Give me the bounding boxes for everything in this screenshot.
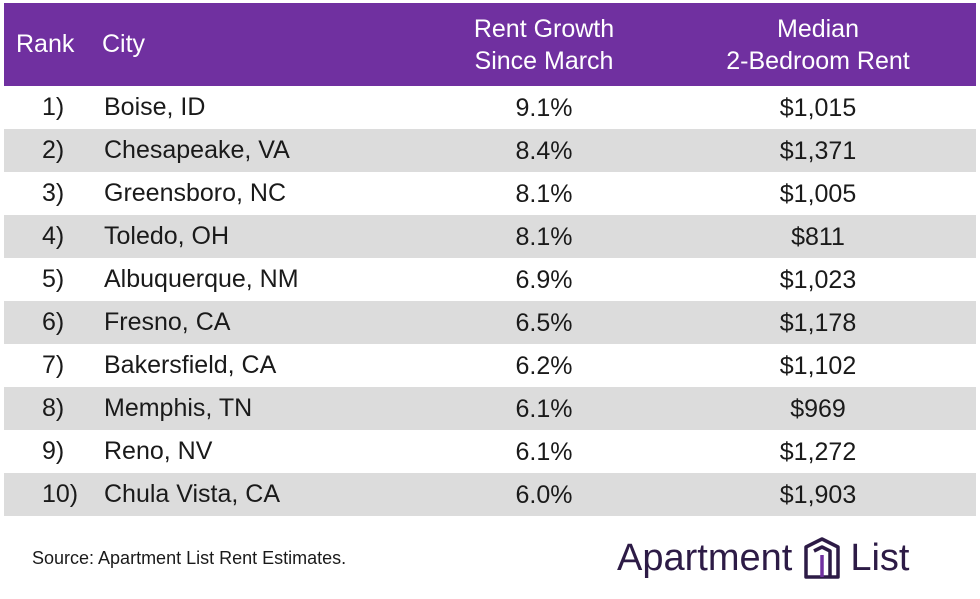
header-rank: Rank <box>16 30 75 58</box>
median-rent-cell: $1,005 <box>779 179 857 208</box>
median-rent-cell: $1,178 <box>779 308 857 337</box>
rank-cell: 4) <box>42 222 65 250</box>
rent-growth-cell: 6.1% <box>515 437 573 466</box>
header-median-rent-line2: 2-Bedroom Rent <box>726 46 910 75</box>
median-rent-cell: $969 <box>790 394 846 423</box>
median-rent-cell: $1,015 <box>779 93 857 122</box>
rank-cell: 9) <box>42 437 65 465</box>
header-median-rent-line1: Median <box>777 14 859 43</box>
header-rent-growth-line2: Since March <box>474 46 614 75</box>
table-row: 1) Boise, ID 9.1% $1,015 <box>4 86 976 129</box>
city-cell: Chula Vista, CA <box>104 480 281 508</box>
rent-growth-table: Rank City Rent Growth Since March Median… <box>4 3 976 516</box>
city-cell: Memphis, TN <box>104 394 253 422</box>
median-rent-cell: $1,272 <box>779 437 857 466</box>
median-rent-cell: $1,371 <box>779 136 857 165</box>
rank-cell: 8) <box>42 394 65 422</box>
table-row: 8) Memphis, TN 6.1% $969 <box>4 387 976 430</box>
rent-growth-cell: 6.9% <box>515 265 573 294</box>
city-cell: Greensboro, NC <box>104 179 287 207</box>
header-rent-growth-line1: Rent Growth <box>473 14 615 43</box>
median-rent-cell: $1,903 <box>779 480 857 509</box>
city-cell: Boise, ID <box>104 93 206 121</box>
rank-cell: 10) <box>42 480 79 508</box>
header-city: City <box>102 30 146 58</box>
table-row: 4) Toledo, OH 8.1% $811 <box>4 215 976 258</box>
rent-growth-cell: 8.4% <box>515 136 573 165</box>
table-row: 3) Greensboro, NC 8.1% $1,005 <box>4 172 976 215</box>
rent-growth-cell: 8.1% <box>515 222 573 251</box>
apartment-list-building-icon <box>804 537 841 579</box>
median-rent-cell: $1,023 <box>779 265 857 294</box>
header-median-rent: Median 2-Bedroom Rent <box>660 13 976 77</box>
rank-cell: 1) <box>42 93 65 121</box>
table-row: 2) Chesapeake, VA 8.4% $1,371 <box>4 129 976 172</box>
rank-cell: 3) <box>42 179 65 207</box>
rent-growth-cell: 8.1% <box>515 179 573 208</box>
city-cell: Toledo, OH <box>104 222 230 250</box>
city-cell: Fresno, CA <box>104 308 231 336</box>
rank-cell: 5) <box>42 265 65 293</box>
table-row: 5) Albuquerque, NM 6.9% $1,023 <box>4 258 976 301</box>
rent-growth-cell: 6.1% <box>515 394 573 423</box>
source-note: Source: Apartment List Rent Estimates. <box>32 548 347 568</box>
rank-cell: 2) <box>42 136 65 164</box>
table-row: 9) Reno, NV 6.1% $1,272 <box>4 430 976 473</box>
table-row: 10) Chula Vista, CA 6.0% $1,903 <box>4 473 976 516</box>
city-cell: Bakersfield, CA <box>104 351 277 379</box>
rent-growth-cell: 6.0% <box>515 480 573 509</box>
rent-growth-cell: 6.2% <box>515 351 573 380</box>
rank-cell: 7) <box>42 351 65 379</box>
median-rent-cell: $1,102 <box>779 351 857 380</box>
rank-cell: 6) <box>42 308 65 336</box>
city-cell: Albuquerque, NM <box>104 265 299 293</box>
table-row: 7) Bakersfield, CA 6.2% $1,102 <box>4 344 976 387</box>
apartment-list-logo: Apartment List <box>617 535 909 581</box>
city-cell: Reno, NV <box>104 437 213 465</box>
city-cell: Chesapeake, VA <box>104 136 290 164</box>
table-row: 6) Fresno, CA 6.5% $1,178 <box>4 301 976 344</box>
rent-growth-cell: 6.5% <box>515 308 573 337</box>
header-rent-growth: Rent Growth Since March <box>428 13 660 77</box>
table-body: 1) Boise, ID 9.1% $1,015 2) Chesapeake, VA 8.4… <box>4 86 976 516</box>
logo-word-list: List <box>850 536 910 579</box>
logo-word-apartment: Apartment <box>617 536 793 579</box>
median-rent-cell: $811 <box>791 222 845 251</box>
rent-growth-cell: 9.1% <box>515 93 573 122</box>
table-header: Rank City Rent Growth Since March Median… <box>4 3 976 86</box>
